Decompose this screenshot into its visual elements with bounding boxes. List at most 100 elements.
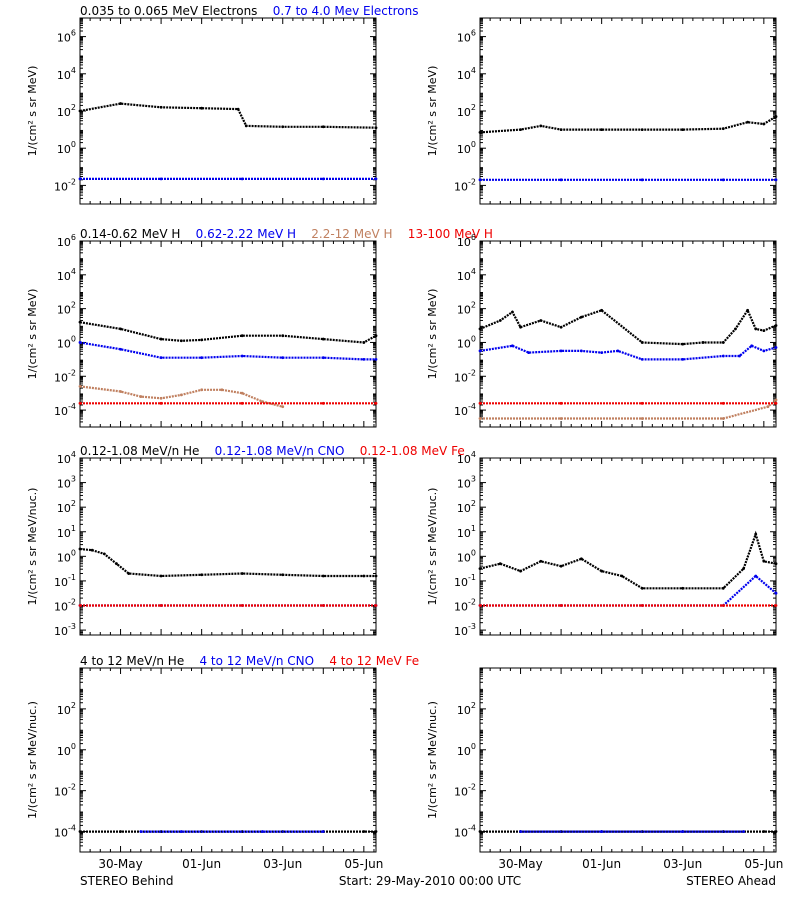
y-tick-label: 106 <box>457 29 476 45</box>
data-point <box>478 417 482 420</box>
data-point <box>774 604 778 607</box>
data-series <box>479 115 777 134</box>
data-point <box>200 356 204 360</box>
data-point <box>321 401 325 405</box>
data-point <box>539 319 543 322</box>
y-tick-base: 10 <box>57 270 71 283</box>
data-point <box>559 417 563 420</box>
footer-center: Start: 29-May-2010 00:00 UTC <box>339 874 521 888</box>
data-series <box>480 399 777 420</box>
data-point <box>721 341 725 344</box>
data-point <box>240 572 244 575</box>
data-point <box>321 337 325 341</box>
y-tick-label: 10-4 <box>454 402 476 418</box>
data-point <box>236 107 240 111</box>
x-tick-label: 30-May <box>98 857 142 871</box>
y-tick-label: 102 <box>457 499 476 515</box>
data-point <box>511 310 514 314</box>
y-axis-title: 1/(cm² s sr MeV/nuc.) <box>26 701 39 819</box>
data-point <box>119 830 122 833</box>
data-point <box>774 324 778 327</box>
data-point <box>774 830 778 833</box>
y-tick-base: 10 <box>54 601 68 614</box>
y-tick-label: 10-2 <box>54 598 76 614</box>
data-point <box>559 401 563 405</box>
data-point <box>640 586 644 590</box>
y-tick-label: 104 <box>57 66 76 82</box>
y-tick-exp: -2 <box>68 598 76 607</box>
data-point <box>600 308 604 312</box>
data-point <box>240 354 244 358</box>
y-tick-exp: 6 <box>71 29 76 38</box>
y-tick-label: 104 <box>457 267 476 283</box>
y-tick-label: 100 <box>57 548 76 564</box>
y-tick-label: 10-2 <box>454 598 476 614</box>
y-tick-exp: -2 <box>68 177 76 186</box>
data-point <box>159 337 163 341</box>
y-tick-base: 10 <box>454 405 468 418</box>
data-point <box>754 574 758 578</box>
y-tick-label: 102 <box>57 499 76 515</box>
y-tick-label: 10-1 <box>54 573 76 589</box>
y-tick-label: 100 <box>57 742 76 758</box>
y-tick-label: 102 <box>457 701 476 717</box>
y-tick-base: 10 <box>457 236 471 249</box>
data-point <box>774 562 778 566</box>
data-series <box>479 307 777 346</box>
y-tick-base: 10 <box>54 827 68 840</box>
data-point <box>746 120 750 124</box>
data-point <box>115 562 118 566</box>
data-point <box>600 351 604 354</box>
data-point <box>742 830 745 833</box>
y-tick-base: 10 <box>454 625 468 638</box>
data-point <box>681 830 685 833</box>
data-point <box>640 178 644 182</box>
data-point <box>362 830 366 833</box>
data-point <box>579 349 583 353</box>
data-series <box>79 547 376 578</box>
data-point <box>519 325 522 329</box>
data-point <box>498 319 502 322</box>
legend-item: 0.7 to 4.0 Mev Electrons <box>257 4 418 18</box>
y-tick-base: 10 <box>57 478 71 491</box>
data-point <box>321 574 325 578</box>
y-tick-label: 103 <box>57 475 76 491</box>
data-series <box>479 344 777 361</box>
y-tick-label: 10-3 <box>454 622 476 638</box>
y-tick-exp: 4 <box>471 66 476 75</box>
data-point <box>681 342 685 346</box>
x-tick-label: 01-Jun <box>582 857 621 871</box>
data-point <box>734 327 737 331</box>
data-point <box>498 562 502 566</box>
data-point <box>762 349 766 353</box>
y-tick-base: 10 <box>54 180 68 193</box>
y-tick-base: 10 <box>457 453 471 466</box>
data-point <box>774 591 778 595</box>
y-axis-title: 1/(cm² s sr MeV/nuc.) <box>26 488 39 606</box>
data-point <box>774 115 778 118</box>
y-tick-label: 104 <box>457 66 476 82</box>
y-tick-exp: -2 <box>68 368 76 377</box>
y-tick-base: 10 <box>454 786 468 799</box>
data-point <box>616 349 620 353</box>
y-tick-label: 10-4 <box>54 402 76 418</box>
data-point <box>374 357 378 361</box>
data-point <box>559 128 563 132</box>
data-point <box>721 127 725 131</box>
data-point <box>78 547 82 551</box>
y-axis-title: 1/(cm² s sr MeV) <box>26 289 39 380</box>
data-point <box>559 349 563 353</box>
data-point <box>179 393 183 397</box>
y-tick-base: 10 <box>57 745 71 758</box>
data-series <box>479 530 777 590</box>
plot-frame <box>479 17 777 205</box>
y-tick-base: 10 <box>57 143 71 156</box>
data-point <box>281 125 285 129</box>
y-tick-base: 10 <box>57 32 71 45</box>
data-point <box>179 830 183 833</box>
y-tick-exp: -3 <box>68 622 76 631</box>
